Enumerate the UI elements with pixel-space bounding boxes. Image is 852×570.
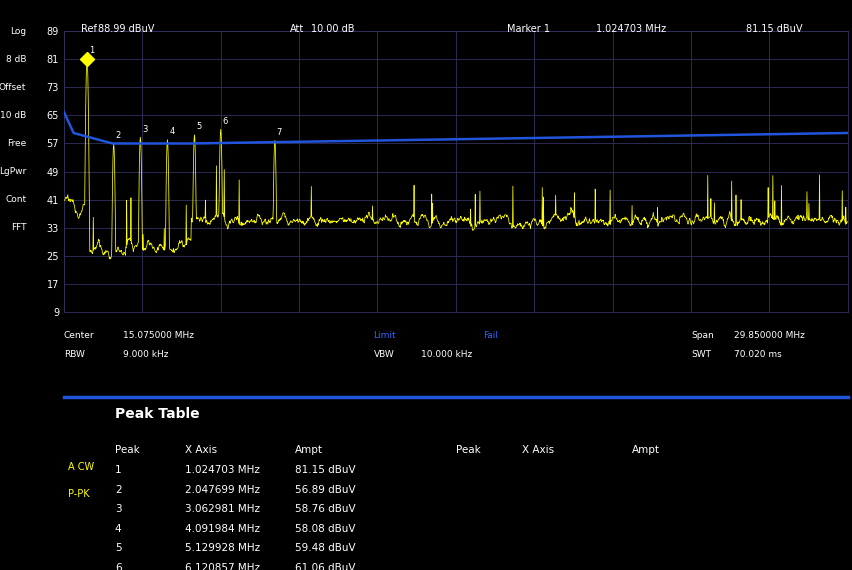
Text: RBW: RBW — [64, 349, 85, 359]
Text: 2: 2 — [116, 131, 121, 140]
Text: 4: 4 — [170, 127, 175, 136]
Text: 10.00 dB: 10.00 dB — [311, 24, 354, 34]
Text: X Axis: X Axis — [186, 445, 217, 455]
Text: 5: 5 — [115, 543, 122, 553]
Text: 3: 3 — [142, 125, 148, 134]
Text: 6: 6 — [222, 117, 228, 126]
Text: 1: 1 — [89, 46, 95, 55]
Text: 61.06 dBuV: 61.06 dBuV — [295, 563, 355, 570]
Text: 58.76 dBuV: 58.76 dBuV — [295, 504, 356, 514]
Text: 7: 7 — [277, 128, 282, 137]
Text: P-PK: P-PK — [68, 489, 89, 499]
Text: Peak: Peak — [456, 445, 481, 455]
Text: Marker 1: Marker 1 — [507, 24, 550, 34]
Text: Ref: Ref — [81, 24, 97, 34]
Text: Center: Center — [64, 331, 95, 340]
Text: 81.15 dBuV: 81.15 dBuV — [295, 465, 356, 475]
Text: 10 dB: 10 dB — [0, 111, 26, 120]
Text: Fail: Fail — [483, 331, 498, 340]
Text: 5.129928 MHz: 5.129928 MHz — [186, 543, 261, 553]
Text: 6: 6 — [115, 563, 122, 570]
Text: Log: Log — [10, 27, 26, 36]
Text: 1.024703 MHz: 1.024703 MHz — [596, 24, 666, 34]
Text: 2: 2 — [115, 484, 122, 495]
Text: 8 dB: 8 dB — [6, 55, 26, 64]
Text: A CW: A CW — [68, 462, 94, 472]
Text: 59.48 dBuV: 59.48 dBuV — [295, 543, 356, 553]
Text: 1.024703 MHz: 1.024703 MHz — [186, 465, 260, 475]
Text: Span: Span — [691, 331, 714, 340]
Text: 4.091984 MHz: 4.091984 MHz — [186, 524, 261, 534]
Text: Peak Table: Peak Table — [115, 408, 199, 421]
Text: Att: Att — [290, 24, 304, 34]
Text: 70.020 ms: 70.020 ms — [734, 349, 782, 359]
Text: 29.850000 MHz: 29.850000 MHz — [734, 331, 805, 340]
Text: 5: 5 — [197, 123, 202, 131]
Text: Peak: Peak — [115, 445, 140, 455]
Text: 6.120857 MHz: 6.120857 MHz — [186, 563, 261, 570]
Text: 88.99 dBuV: 88.99 dBuV — [98, 24, 154, 34]
Text: Limit: Limit — [373, 331, 396, 340]
Text: 1: 1 — [115, 465, 122, 475]
Text: Ampt: Ampt — [632, 445, 660, 455]
Text: 2.047699 MHz: 2.047699 MHz — [186, 484, 261, 495]
Text: 15.075000 MHz: 15.075000 MHz — [123, 331, 193, 340]
Text: Cont: Cont — [5, 195, 26, 204]
Text: 10.000 kHz: 10.000 kHz — [421, 349, 472, 359]
Text: FFT: FFT — [11, 223, 26, 232]
Text: 81.15 dBuV: 81.15 dBuV — [746, 24, 802, 34]
Text: Offset: Offset — [0, 83, 26, 92]
Text: SWT: SWT — [691, 349, 711, 359]
Text: VBW: VBW — [373, 349, 394, 359]
Text: 3.062981 MHz: 3.062981 MHz — [186, 504, 261, 514]
Text: 58.08 dBuV: 58.08 dBuV — [295, 524, 355, 534]
Text: LgPwr: LgPwr — [0, 167, 26, 176]
Text: Free: Free — [7, 139, 26, 148]
Text: 9.000 kHz: 9.000 kHz — [123, 349, 168, 359]
Text: X Axis: X Axis — [522, 445, 555, 455]
Text: 4: 4 — [115, 524, 122, 534]
Text: 56.89 dBuV: 56.89 dBuV — [295, 484, 356, 495]
Text: Ampt: Ampt — [295, 445, 323, 455]
Text: 3: 3 — [115, 504, 122, 514]
